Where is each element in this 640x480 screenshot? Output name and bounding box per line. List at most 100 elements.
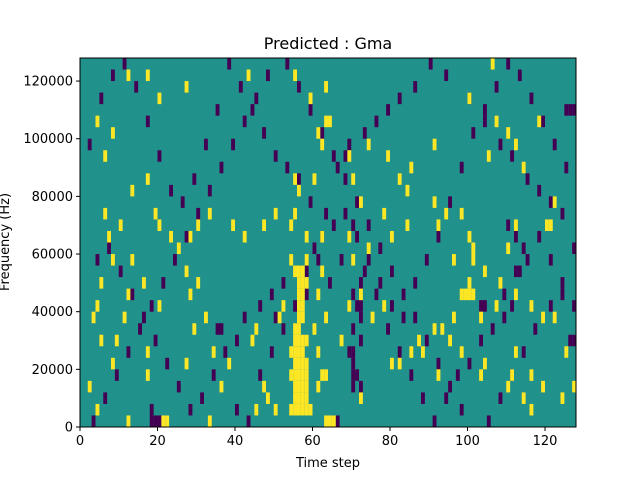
heatmap-cell-high <box>300 369 305 381</box>
heatmap-cell-high <box>552 311 557 324</box>
heatmap-cell-low <box>390 300 394 312</box>
heatmap-cell-high <box>304 230 309 243</box>
heatmap-cell-high <box>300 346 305 358</box>
heatmap-cell-high <box>111 254 115 266</box>
heatmap-cell-high <box>436 219 441 231</box>
heatmap-cell-high <box>95 115 100 128</box>
heatmap-cell-high <box>366 242 371 255</box>
heatmap-cell-high <box>293 69 297 82</box>
heatmap-cell-high <box>351 254 356 266</box>
heatmap-cell-low <box>378 242 383 255</box>
chart-title: Predicted : Gma <box>264 34 392 53</box>
heatmap-cell-high <box>316 127 321 139</box>
heatmap-cell-low <box>517 69 522 82</box>
heatmap-cell-low <box>483 115 487 128</box>
heatmap-cell-high <box>409 161 414 174</box>
y-tick-label: 20000 <box>32 363 73 378</box>
heatmap-cell-high <box>91 311 96 324</box>
heatmap-cell-low <box>355 300 359 312</box>
heatmap-cell-low <box>242 115 247 128</box>
heatmap-cell-low <box>572 300 576 312</box>
heatmap-cell-high <box>545 219 549 231</box>
heatmap-cell-low <box>471 127 476 139</box>
heatmap-cell-high <box>324 415 328 427</box>
heatmap-cell-low <box>324 207 328 220</box>
heatmap-cell-low <box>304 288 309 301</box>
heatmap-cell-high <box>262 380 266 393</box>
heatmap-cell-low <box>529 92 534 105</box>
heatmap-cell-high <box>297 300 301 312</box>
heatmap-cell-low <box>235 334 239 347</box>
x-tick-label: 120 <box>533 434 558 449</box>
heatmap-cell-high <box>521 161 526 174</box>
heatmap-cell-high <box>300 392 305 404</box>
heatmap-cell-high <box>126 288 131 301</box>
heatmap-cell-low <box>548 196 553 208</box>
heatmap-cell-low <box>564 161 569 174</box>
heatmap-cell-low <box>118 265 123 278</box>
y-tick-label: 0 <box>65 421 73 436</box>
heatmap-cell-low <box>517 265 522 278</box>
heatmap-cell-low <box>215 104 220 116</box>
heatmap-cell-high <box>324 369 328 381</box>
heatmap-cell-high <box>297 392 301 404</box>
heatmap-cell-high <box>483 357 487 370</box>
heatmap-cell-low <box>359 300 363 312</box>
heatmap-cell-low <box>552 138 557 151</box>
heatmap-cell-high <box>130 254 135 266</box>
heatmap-cell-low <box>95 254 100 266</box>
heatmap-cell-high <box>397 357 402 370</box>
heatmap-cell-high <box>529 403 534 416</box>
heatmap-cell-high <box>169 230 173 243</box>
heatmap-cell-high <box>382 300 387 312</box>
heatmap-cell-high <box>304 380 309 393</box>
heatmap-cell-high <box>304 254 309 266</box>
heatmap-cell-low <box>138 323 142 335</box>
heatmap-cell-low <box>413 277 418 289</box>
heatmap-cell-low <box>548 254 553 266</box>
heatmap-cell-high <box>537 115 542 128</box>
heatmap-cell-low <box>343 207 348 220</box>
heatmap-cell-low <box>514 265 518 278</box>
heatmap-cell-low <box>424 334 429 347</box>
heatmap-cell-low <box>560 277 565 289</box>
heatmap-cell-high <box>184 357 189 370</box>
heatmap-cell-high <box>432 138 437 151</box>
heatmap-cell-high <box>483 265 487 278</box>
heatmap-cell-low <box>308 104 313 116</box>
heatmap-cell-high <box>297 369 301 381</box>
heatmap-cell-high <box>405 184 410 197</box>
heatmap-cell-low <box>521 242 526 255</box>
heatmap-cell-high <box>304 392 309 404</box>
heatmap-cell-high <box>560 392 565 404</box>
x-tick-label: 0 <box>76 434 84 449</box>
heatmap-cell-high <box>246 69 251 82</box>
heatmap-cell-high <box>95 300 100 312</box>
heatmap-cell-low <box>258 300 263 312</box>
heatmap-cell-high <box>328 415 332 427</box>
heatmap-cell-high <box>300 403 305 416</box>
heatmap-cell-low <box>560 207 565 220</box>
heatmap-cell-high <box>300 357 305 370</box>
heatmap-cell-low <box>548 300 553 312</box>
heatmap-cell-high <box>293 323 297 335</box>
heatmap-cell-low <box>331 150 336 162</box>
heatmap-cell-high <box>514 346 518 358</box>
heatmap-cell-high <box>293 392 297 404</box>
heatmap-cell-high <box>87 380 92 393</box>
heatmap-cell-high <box>320 265 325 278</box>
plot-frame <box>79 57 577 428</box>
x-axis-title: Time step <box>295 456 360 471</box>
heatmap-cell-low <box>386 104 390 116</box>
heatmap-cell-high <box>192 323 197 335</box>
heatmap-cell-low <box>409 369 414 381</box>
heatmap-cell-high <box>324 115 328 128</box>
heatmap-cell-low <box>161 277 166 289</box>
heatmap-cell-low <box>335 415 340 427</box>
heatmap-cell-low <box>401 311 406 324</box>
heatmap-cell-low <box>242 311 247 324</box>
heatmap-cell-high <box>490 58 495 70</box>
heatmap-cell-low <box>188 403 193 416</box>
heatmap-cell-high <box>304 334 309 347</box>
heatmap-cell-high <box>99 334 104 347</box>
